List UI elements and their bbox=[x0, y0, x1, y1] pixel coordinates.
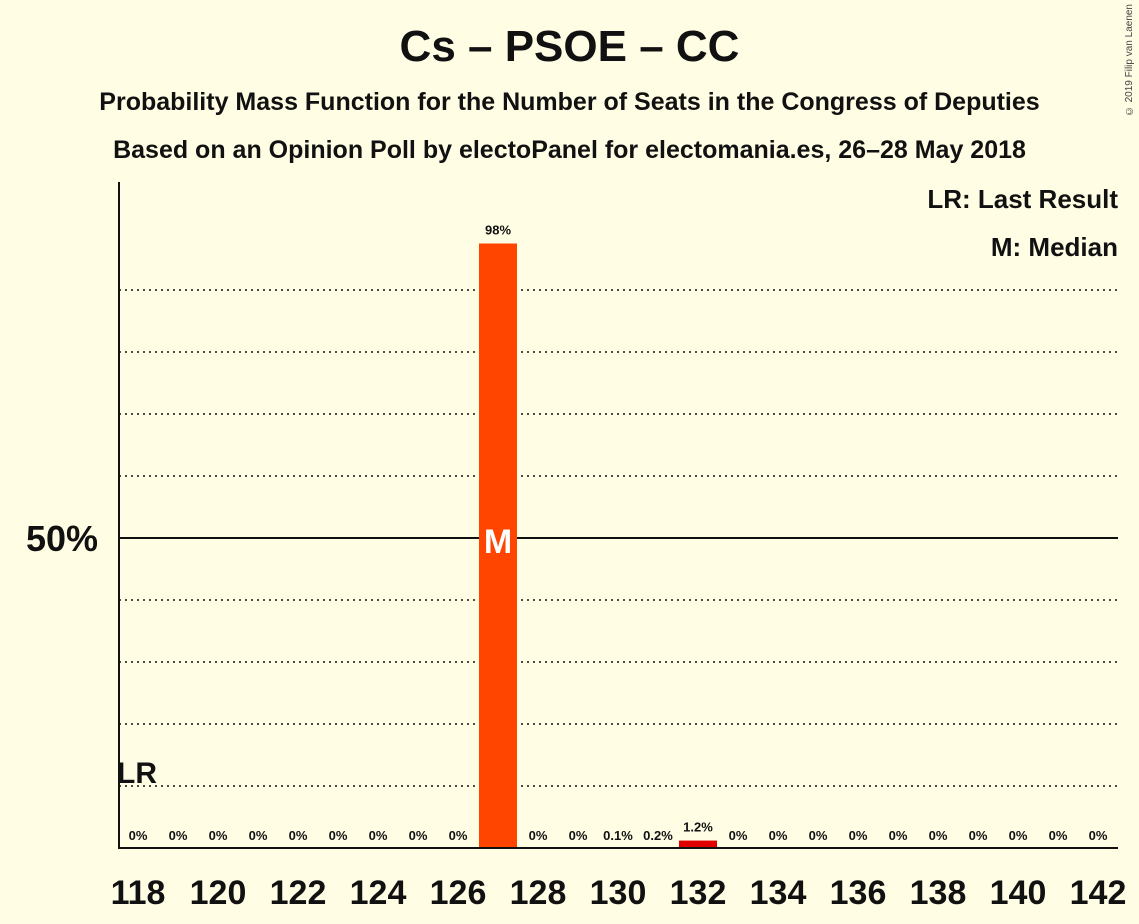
bar-value-label: 0% bbox=[969, 828, 988, 843]
bar-value-label: 0% bbox=[209, 828, 228, 843]
xtick-label: 132 bbox=[670, 874, 727, 912]
bar-value-label: 0% bbox=[929, 828, 948, 843]
chart-source: Based on an Opinion Poll by electoPanel … bbox=[113, 136, 1026, 164]
xtick-label: 126 bbox=[430, 874, 487, 912]
bar-value-label: 0% bbox=[529, 828, 548, 843]
xtick-label: 136 bbox=[830, 874, 887, 912]
bar-value-label: 0% bbox=[449, 828, 468, 843]
xtick-label: 130 bbox=[590, 874, 647, 912]
bar-value-label: 0% bbox=[849, 828, 868, 843]
bar-value-label: 0.2% bbox=[643, 828, 673, 843]
bar-value-label: 98% bbox=[485, 223, 511, 238]
chart-title: Cs – PSOE – CC bbox=[399, 22, 740, 71]
bar-value-label: 0% bbox=[369, 828, 388, 843]
bar-value-label: 0% bbox=[729, 828, 748, 843]
median-marker: M bbox=[484, 523, 512, 561]
bar-value-label: 0% bbox=[329, 828, 348, 843]
bar-value-label: 0% bbox=[809, 828, 828, 843]
bar-value-label: 0% bbox=[409, 828, 428, 843]
ytick-label: 50% bbox=[26, 518, 98, 559]
bar-value-label: 0.1% bbox=[603, 828, 633, 843]
bar-value-label: 0% bbox=[1049, 828, 1068, 843]
bar-value-label: 1.2% bbox=[683, 820, 713, 835]
bar-value-label: 0% bbox=[569, 828, 588, 843]
bar-value-label: 0% bbox=[129, 828, 148, 843]
bar-value-label: 0% bbox=[1009, 828, 1028, 843]
xtick-label: 140 bbox=[990, 874, 1047, 912]
bar-value-label: 0% bbox=[249, 828, 268, 843]
legend-last-result: LR: Last Result bbox=[927, 184, 1118, 214]
xtick-label: 138 bbox=[910, 874, 967, 912]
legend-median: M: Median bbox=[990, 232, 1118, 262]
xtick-label: 128 bbox=[510, 874, 567, 912]
bar bbox=[479, 243, 517, 848]
bar-value-label: 0% bbox=[769, 828, 788, 843]
bar-value-label: 0% bbox=[289, 828, 308, 843]
bar-value-label: 0% bbox=[1089, 828, 1108, 843]
last-result-marker: LR bbox=[117, 757, 157, 790]
bar bbox=[679, 840, 717, 848]
xtick-label: 122 bbox=[270, 874, 327, 912]
xtick-label: 120 bbox=[190, 874, 247, 912]
xtick-label: 118 bbox=[111, 874, 166, 912]
xtick-label: 124 bbox=[350, 874, 407, 912]
xtick-label: 134 bbox=[750, 874, 807, 912]
bar-value-label: 0% bbox=[889, 828, 908, 843]
chart-subtitle: Probability Mass Function for the Number… bbox=[99, 88, 1040, 116]
bar-value-label: 0% bbox=[169, 828, 188, 843]
xtick-label: 142 bbox=[1070, 874, 1127, 912]
